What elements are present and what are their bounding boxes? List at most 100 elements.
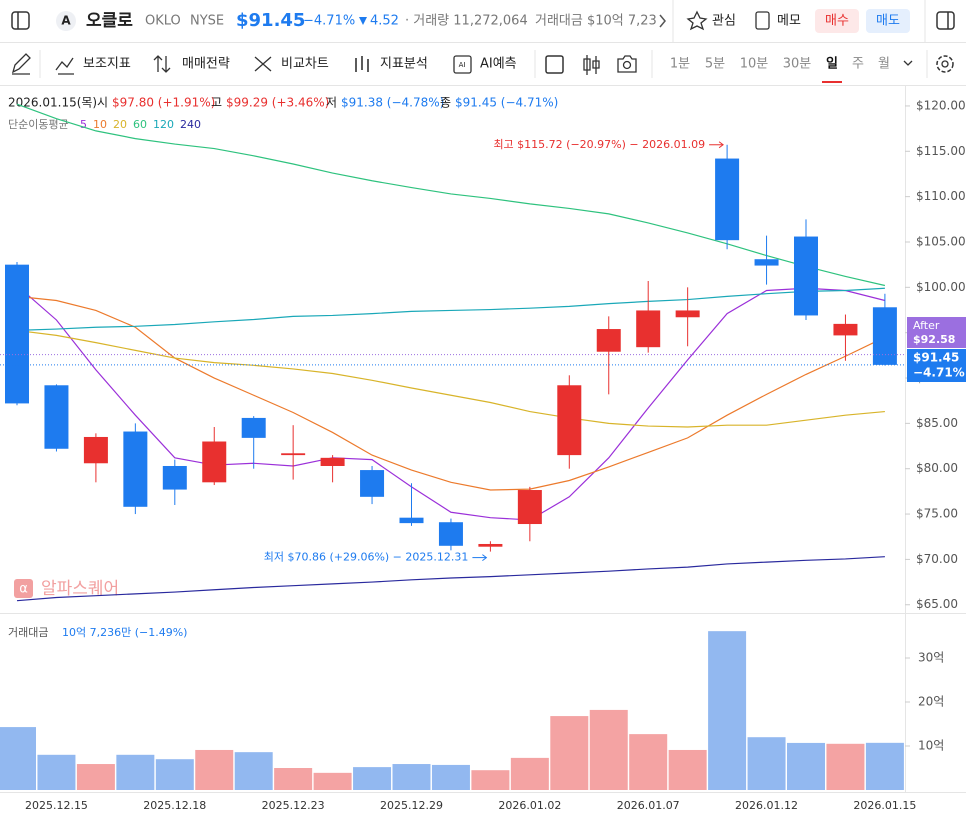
- tool-button[interactable]: 매매전략: [182, 57, 230, 72]
- ma-line: [16, 287, 885, 332]
- volume-bar: [313, 772, 352, 790]
- info-value: $91.45 (−4.71%): [455, 96, 558, 110]
- volume-bar: [0, 727, 36, 790]
- star-icon: [686, 10, 708, 31]
- tool-button[interactable]: AI예측: [480, 57, 517, 72]
- ai-icon: [453, 55, 472, 74]
- candle-body: [557, 385, 582, 456]
- strategy-icon: [153, 55, 171, 73]
- y-tick-label: 10억: [918, 739, 944, 753]
- x-tick-label: 2025.12.15: [25, 799, 88, 812]
- legend-entry: 60: [133, 118, 147, 131]
- tool-button[interactable]: 보조지표: [83, 57, 131, 72]
- volume-bar: [668, 749, 707, 790]
- legend-entry: 120: [153, 118, 174, 131]
- period-button[interactable]: 일: [826, 57, 838, 72]
- watermark-logo: [14, 579, 33, 598]
- watch-button[interactable]: 관심: [712, 14, 736, 29]
- period-button[interactable]: 5분: [705, 57, 725, 72]
- sidebar-icon[interactable]: [11, 11, 30, 30]
- y-tick-label: $80.00: [916, 461, 958, 475]
- candle-body: [360, 470, 385, 497]
- candle-body: [675, 310, 700, 318]
- candle-body: [478, 543, 503, 547]
- price-tag-bg: [907, 349, 966, 382]
- analysis-icon: [355, 56, 369, 72]
- period-button[interactable]: 월: [878, 57, 890, 72]
- period-more[interactable]: [903, 60, 913, 66]
- compare-icon: [254, 56, 272, 72]
- settings-icon[interactable]: [936, 55, 954, 73]
- info-value: $99.29 (+3.46%): [226, 96, 329, 110]
- candle-body: [44, 385, 69, 449]
- sell-button[interactable]: 매도: [876, 14, 900, 29]
- candle-body: [281, 453, 306, 456]
- volume-bar: [510, 757, 549, 790]
- annotation: 최저 $70.86 (+29.06%) − 2025.12.31: [264, 551, 469, 564]
- volume-bar: [116, 754, 155, 790]
- price-tag-bg: [907, 317, 966, 348]
- indicator-icon: [55, 57, 74, 75]
- volume-bar: [37, 754, 76, 790]
- watermark: 알파스퀘어: [41, 579, 119, 599]
- info-label: 시: [97, 96, 108, 110]
- down-arrow: [359, 17, 367, 25]
- candle-body: [872, 307, 897, 365]
- y-tick-label: $70.00: [916, 552, 958, 566]
- volume: · 거래량 11,272,064: [405, 14, 528, 29]
- y-tick-label: $105.00: [916, 234, 966, 248]
- volume-bar: [747, 737, 786, 790]
- square-icon[interactable]: [545, 55, 564, 74]
- volume-bar: [195, 749, 234, 790]
- volume-bar: [392, 764, 431, 790]
- settings-core: [941, 60, 949, 68]
- draw-icon[interactable]: [11, 53, 31, 75]
- buy-button[interactable]: 매수: [825, 14, 849, 29]
- volume-bar: [274, 768, 313, 790]
- ai-icon-text: AI: [459, 61, 466, 69]
- annotation-arrowhead: [482, 554, 488, 562]
- period-button[interactable]: 1분: [670, 57, 690, 72]
- scroll-arrow[interactable]: [659, 14, 666, 28]
- period-button[interactable]: 10분: [740, 57, 769, 72]
- sell-button-bg[interactable]: [866, 9, 910, 33]
- candle-body: [794, 236, 818, 316]
- candle-body: [5, 264, 29, 404]
- camera-lens: [622, 60, 632, 70]
- y-tick-label: 20억: [918, 695, 944, 709]
- panel-icon[interactable]: [936, 11, 955, 30]
- x-tick-label: 2026.01.12: [735, 799, 798, 812]
- candle-body: [320, 457, 345, 466]
- y-tick-label: $100.00: [916, 280, 966, 294]
- x-tick-label: 2025.12.29: [380, 799, 443, 812]
- tool-button[interactable]: 지표분석: [380, 57, 428, 72]
- period-button[interactable]: 주: [852, 57, 864, 72]
- x-tick-label: 2026.01.02: [498, 799, 561, 812]
- volume-bar: [234, 752, 273, 790]
- y-tick-label: $115.00: [916, 144, 966, 158]
- ma-line: [16, 295, 886, 491]
- candle-body: [517, 490, 542, 525]
- ma-line: [16, 329, 885, 428]
- candle-body: [596, 329, 621, 352]
- candle-body: [123, 431, 148, 507]
- memo-button[interactable]: 메모: [777, 14, 801, 29]
- price-tag-value: $92.58: [913, 333, 955, 346]
- volume-bar: [471, 770, 510, 790]
- buy-button-bg[interactable]: [815, 9, 859, 33]
- volume-bar: [708, 631, 747, 790]
- price-tag-label: After: [913, 319, 940, 332]
- stock-name: 오클로: [86, 11, 133, 31]
- info-value: $91.38 (−4.78%): [341, 96, 444, 110]
- exchange: NYSE: [190, 14, 224, 29]
- candle-body: [162, 465, 187, 490]
- tool-button[interactable]: 비교차트: [281, 57, 329, 72]
- candle-icon[interactable]: [583, 55, 600, 75]
- candle-body: [438, 522, 463, 546]
- legend-entry: 240: [180, 118, 201, 131]
- ma-line: [16, 103, 886, 287]
- camera-icon[interactable]: [617, 55, 637, 73]
- period-button[interactable]: 30분: [783, 57, 812, 72]
- volume-bar: [431, 764, 470, 790]
